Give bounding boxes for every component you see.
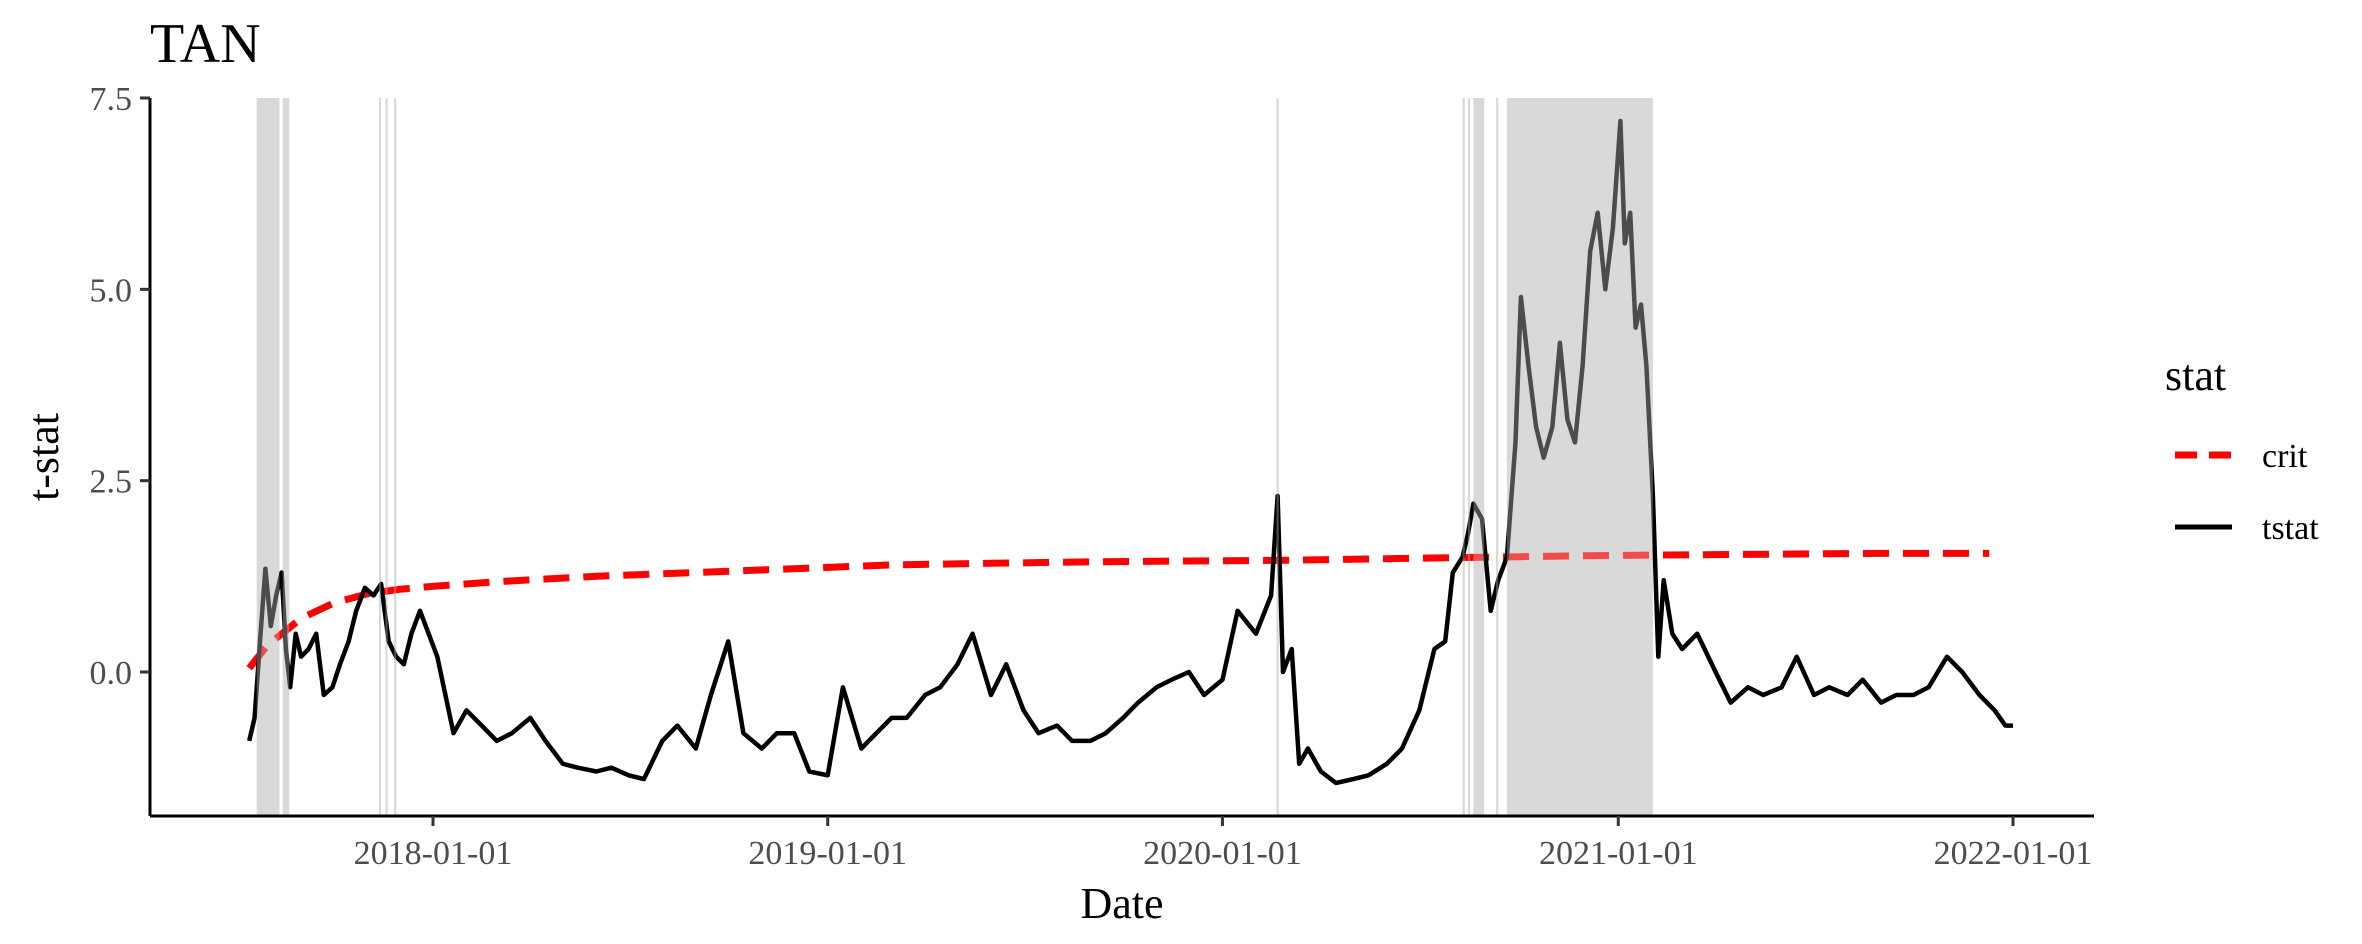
shaded-period-overlay-0	[256, 98, 280, 816]
legend-label-tstat: tstat	[2262, 510, 2319, 547]
x-tick-label-3: 2021-01-01	[1539, 835, 1698, 872]
shaded-period-overlay-4	[394, 98, 397, 816]
x-tick-label-1: 2019-01-01	[748, 835, 907, 872]
legend: stat crit tstat	[2165, 351, 2319, 547]
shaded-period-8	[1473, 98, 1485, 816]
shaded-period-3	[385, 98, 388, 816]
shaded-period-overlay-8	[1473, 98, 1485, 816]
x-tick-label-2: 2020-01-01	[1143, 835, 1302, 872]
y-tick-label-0: 0.0	[90, 655, 133, 692]
shaded-period-1	[282, 98, 290, 816]
legend-title: stat	[2165, 351, 2226, 400]
shaded-period-6	[1462, 98, 1465, 816]
chart-title: TAN	[150, 13, 261, 75]
series-layer	[246, 118, 2013, 786]
shaded-period-overlay-2	[378, 98, 382, 816]
x-tick-label-4: 2022-01-01	[1934, 835, 2093, 872]
shaded-period-overlay-3	[385, 98, 388, 816]
shaded-period-overlay-10	[1506, 98, 1653, 816]
shaded-period-2	[378, 98, 382, 816]
shaded-period-overlay-1	[282, 98, 290, 816]
shaded-period-overlay-7	[1467, 98, 1471, 816]
y-tick-label-1: 2.5	[90, 464, 133, 501]
y-tick-label-2: 5.0	[90, 272, 133, 309]
shaded-period-9	[1496, 98, 1499, 816]
shaded-period-5	[1276, 98, 1279, 816]
shaded-period-overlay-9	[1496, 98, 1499, 816]
legend-label-crit: crit	[2262, 438, 2308, 475]
x-axis-ticks: 2018-01-01 2019-01-01 2020-01-01 2021-01-01…	[354, 816, 2093, 872]
x-tick-label-0: 2018-01-01	[354, 835, 513, 872]
x-axis-title: Date	[1080, 879, 1163, 928]
shaded-period-overlay-6	[1462, 98, 1465, 816]
shaded-periods-overlay	[256, 98, 1653, 816]
series-line-crit	[246, 549, 1990, 671]
shaded-period-4	[394, 98, 397, 816]
series-line-tstat	[247, 118, 2013, 786]
shaded-period-overlay-5	[1276, 98, 1279, 816]
y-tick-label-3: 7.5	[90, 81, 133, 118]
y-axis-ticks: 0.0 2.5 5.0 7.5	[90, 81, 150, 692]
y-axis-title: t-stat	[19, 413, 68, 501]
shaded-period-7	[1467, 98, 1471, 816]
